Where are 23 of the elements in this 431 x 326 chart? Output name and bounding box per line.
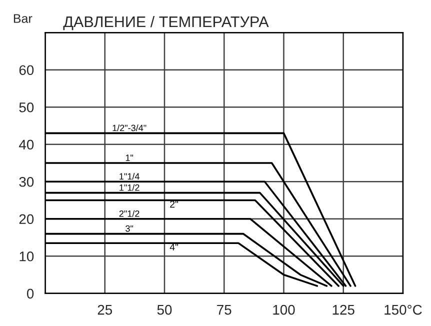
y-tick-label: 10 xyxy=(20,251,34,262)
x-tick-label: 50 xyxy=(157,304,172,315)
y-tick-label: 50 xyxy=(19,102,34,112)
x-tick-label: 125 xyxy=(332,304,354,315)
series-label: 1"1/4 xyxy=(120,172,140,180)
y-tick-label: 30 xyxy=(19,176,34,187)
y-tick-label: 40 xyxy=(19,140,34,150)
series-label: 2"1/2 xyxy=(119,210,140,217)
x-tick-label: 75 xyxy=(217,305,232,315)
x-tick-label: 25 xyxy=(98,304,112,315)
series-label: 4" xyxy=(170,244,178,250)
chart-title: ДАВЛЕНИЕ / ТЕМПЕРАТУРА xyxy=(63,16,269,30)
x-tick-label: 150°C xyxy=(384,304,422,315)
series-label: 3" xyxy=(126,225,134,232)
y-axis-title: Bar xyxy=(14,14,32,23)
y-tick-label: 0 xyxy=(26,288,34,299)
x-tick-label: 100 xyxy=(273,304,295,315)
y-tick-label: 20 xyxy=(19,214,34,224)
series-label: 1" xyxy=(126,154,134,161)
y-tick-label: 60 xyxy=(19,65,34,76)
series-label: 1/2"-3/4" xyxy=(112,124,146,132)
series-label: 2" xyxy=(170,200,178,208)
series-label: 1"1/2 xyxy=(120,184,140,191)
